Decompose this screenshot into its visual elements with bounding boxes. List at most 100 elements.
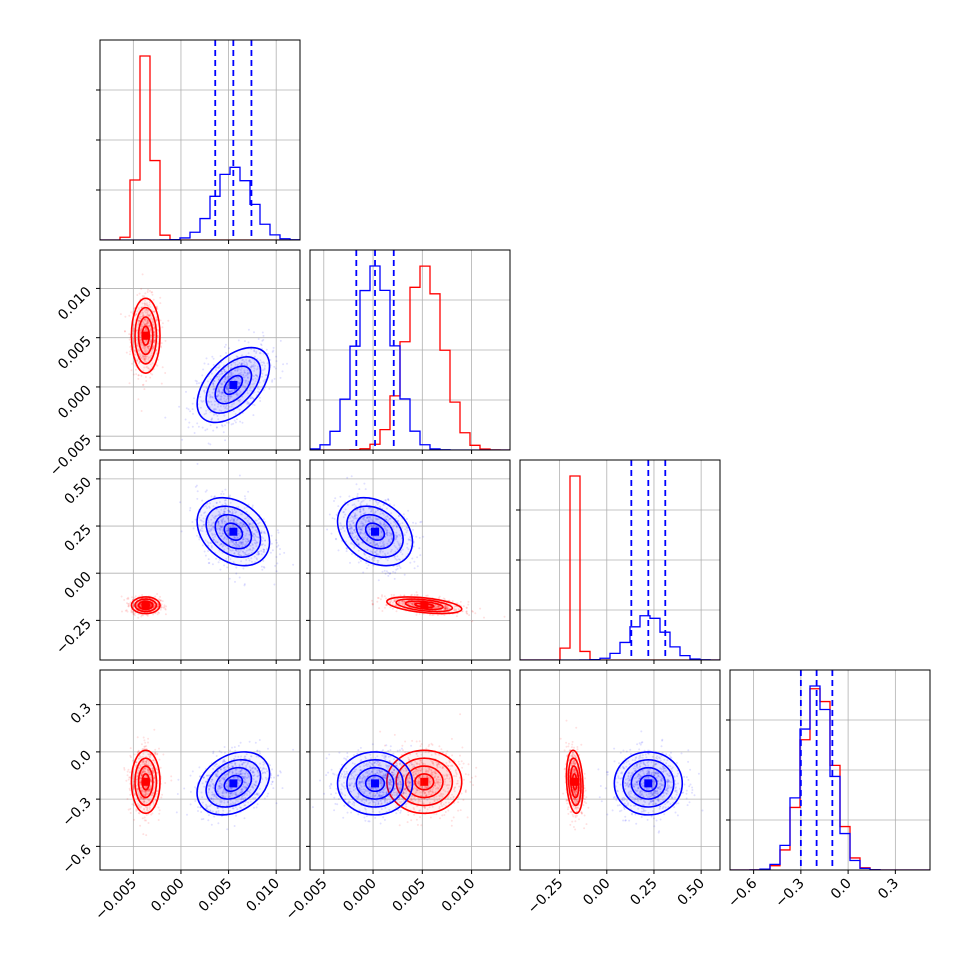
sample-point (257, 551, 260, 553)
sample-point (226, 387, 229, 390)
sample-point (146, 320, 149, 323)
sample-point (145, 303, 148, 306)
sample-point (237, 377, 240, 380)
sample-point (161, 322, 164, 325)
sample-point (144, 299, 147, 302)
sample-point (260, 531, 263, 534)
sample-point (144, 359, 147, 362)
sample-point (226, 529, 229, 532)
sample-point (416, 565, 419, 568)
sample-point (137, 374, 140, 377)
sample-point (236, 546, 239, 548)
sample-point (223, 346, 226, 348)
sample-point (236, 518, 239, 520)
sample-point (249, 522, 252, 525)
sample-point (245, 543, 248, 545)
sample-point (217, 514, 220, 516)
sample-point (211, 381, 214, 384)
sample-point (346, 476, 349, 479)
sample-point (236, 376, 239, 378)
sample-point (239, 542, 242, 545)
sample-point (141, 614, 144, 617)
sample-point (226, 532, 229, 534)
sample-point (144, 741, 147, 744)
sample-point (239, 379, 242, 381)
sample-point (137, 616, 140, 619)
sample-point (203, 389, 206, 392)
sample-point (399, 567, 402, 569)
sample-point (247, 490, 250, 493)
sample-point (209, 443, 212, 446)
sample-point (231, 510, 234, 513)
sample-point (229, 501, 232, 504)
sample-point (201, 530, 204, 533)
sample-point (157, 603, 160, 606)
sample-point (151, 320, 154, 323)
sample-point (155, 319, 158, 322)
sample-point (222, 394, 225, 397)
sample-point (127, 603, 130, 605)
sample-point (217, 524, 220, 526)
sample-point (130, 609, 133, 612)
sample-point (250, 557, 253, 560)
sample-point (241, 545, 243, 548)
sample-point (149, 343, 152, 345)
sample-point (245, 361, 248, 364)
sample-point (387, 574, 390, 577)
sample-point (221, 392, 224, 395)
sample-point (144, 318, 147, 321)
sample-point (226, 395, 229, 398)
sample-point (246, 373, 249, 376)
sample-point (227, 529, 230, 531)
sample-point (223, 414, 226, 417)
sample-point (222, 405, 225, 408)
sample-point (149, 376, 152, 379)
sample-point (371, 603, 374, 606)
sample-point (256, 558, 258, 561)
sample-point (213, 400, 216, 403)
sample-point (206, 507, 208, 509)
sample-point (195, 484, 198, 487)
sample-point (204, 511, 207, 514)
sample-point (149, 363, 152, 366)
sample-point (256, 375, 258, 378)
sample-point (256, 387, 259, 390)
sample-point (223, 368, 226, 371)
sample-point (260, 531, 263, 534)
sample-point (247, 548, 250, 551)
sample-point (138, 348, 141, 351)
sample-point (254, 561, 256, 564)
sample-point (259, 400, 262, 402)
sample-point (149, 340, 152, 343)
sample-point (227, 397, 230, 400)
sample-point (254, 519, 257, 522)
sample-point (209, 502, 212, 505)
sample-point (247, 360, 250, 363)
y-tick-label: 0.50 (61, 474, 94, 507)
sample-point (125, 351, 128, 354)
sample-point (213, 408, 216, 411)
sample-point (144, 329, 147, 332)
sample-point (257, 522, 260, 525)
sample-point (214, 515, 217, 518)
sample-point (178, 405, 181, 408)
sample-point (205, 357, 208, 360)
sample-point (431, 614, 434, 616)
sample-point (138, 321, 141, 324)
sample-point (270, 534, 273, 537)
sample-point (141, 315, 144, 318)
sample-point (262, 559, 265, 562)
sample-point (210, 523, 213, 526)
sample-point (233, 552, 236, 555)
sample-point (194, 485, 197, 488)
sample-point (142, 354, 145, 357)
sample-point (221, 525, 224, 528)
sample-point (210, 495, 213, 498)
sample-point (237, 532, 240, 535)
sample-point (230, 549, 233, 552)
sample-point (231, 512, 234, 515)
sample-point (164, 416, 167, 419)
sample-point (206, 380, 209, 383)
sample-point (159, 296, 162, 299)
sample-point (248, 523, 251, 526)
